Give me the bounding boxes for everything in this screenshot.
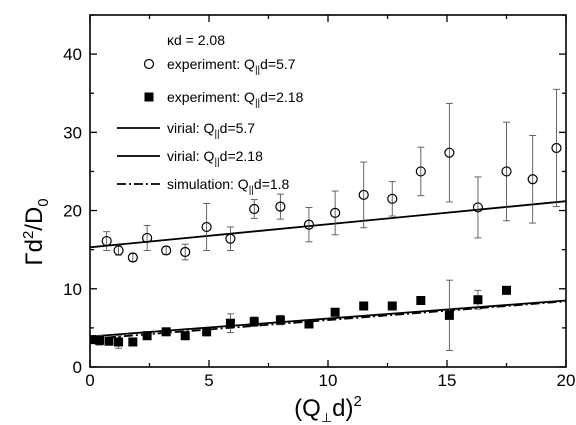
x-tick-label: 5 xyxy=(204,371,213,390)
y-tick-label: 20 xyxy=(63,202,82,221)
x-tick-label: 20 xyxy=(557,371,576,390)
legend-label-virial-2-18: virial: Q||d=2.18 xyxy=(167,148,263,168)
data-point-open-circle xyxy=(225,233,236,244)
data-point-filled-square xyxy=(416,296,426,306)
legend-label-experiment-5-7: experiment: Q||d=5.7 xyxy=(167,56,296,76)
data-point-filled-square xyxy=(128,337,138,347)
data-point-filled-square xyxy=(444,310,454,320)
data-point-filled-square xyxy=(225,318,235,328)
plot-frame xyxy=(89,14,567,368)
x-tick-label: 10 xyxy=(319,371,338,390)
fit-line xyxy=(89,300,567,340)
data-point-open-circle xyxy=(387,193,398,204)
legend: κd = 2.08 experiment: Q||d=5.7 experimen… xyxy=(117,32,304,196)
legend-marker-filled-square xyxy=(144,92,154,102)
data-point-open-circle xyxy=(551,142,562,154)
data-point-filled-square xyxy=(304,319,314,329)
y-tick-label: 40 xyxy=(63,45,82,64)
y-tick-label: 10 xyxy=(63,280,82,299)
data-point-filled-square xyxy=(473,295,483,305)
data-point-open-circle xyxy=(101,235,112,247)
data-point-open-circle xyxy=(303,219,315,230)
x-tick-label: 15 xyxy=(438,371,457,390)
y-tick-label: 0 xyxy=(73,358,82,377)
data-point-filled-square xyxy=(161,327,171,337)
data-point-open-circle xyxy=(330,207,341,219)
data-point-open-circle xyxy=(444,147,455,158)
legend-label-simulation: simulation: Q||d=1.8 xyxy=(167,176,290,196)
data-point-filled-square xyxy=(114,337,124,347)
x-axis-title: (Q⊥d)2 xyxy=(294,393,362,425)
data-point-filled-square xyxy=(275,315,285,325)
data-point-open-circle xyxy=(415,166,426,177)
data-point-filled-square xyxy=(104,336,114,346)
data-point-open-circle xyxy=(142,232,153,244)
data-point-filled-square xyxy=(202,327,212,337)
axes: 0 5 10 15 20 0 10 20 30 40 xyxy=(63,14,576,390)
data-point-filled-square xyxy=(502,285,511,295)
legend-marker-open-circle xyxy=(143,58,155,70)
legend-annotation: κd = 2.08 xyxy=(167,32,225,48)
plot-area xyxy=(89,88,567,352)
x-tick-label: 0 xyxy=(85,371,94,390)
y-tick-label: 30 xyxy=(63,123,82,142)
data-point-filled-square xyxy=(95,335,105,345)
legend-label-experiment-2-18: experiment: Q||d=2.18 xyxy=(167,89,304,109)
data-point-open-circle xyxy=(527,174,538,185)
data-point-open-circle xyxy=(127,252,138,263)
data-point-filled-square xyxy=(142,331,152,341)
data-point-open-circle xyxy=(180,246,191,258)
data-point-filled-square xyxy=(330,307,340,317)
data-point-open-circle xyxy=(161,245,172,256)
data-point-filled-square xyxy=(359,301,369,311)
data-point-open-circle xyxy=(201,221,212,233)
data-point-open-circle xyxy=(472,202,484,213)
legend-label-virial-5-7: virial: Q||d=5.7 xyxy=(167,120,255,140)
fit-line xyxy=(89,299,567,338)
data-point-filled-square xyxy=(90,335,100,345)
data-point-filled-square xyxy=(249,317,259,327)
y-axis-title: Γd2/D0 xyxy=(20,198,52,265)
data-point-open-circle xyxy=(501,166,512,177)
data-point-open-circle xyxy=(275,201,286,212)
fit-line xyxy=(89,200,567,249)
data-point-open-circle xyxy=(358,189,369,201)
data-point-open-circle xyxy=(249,203,260,215)
data-point-filled-square xyxy=(387,301,397,311)
data-point-filled-square xyxy=(180,331,190,341)
data-point-open-circle xyxy=(113,245,124,256)
